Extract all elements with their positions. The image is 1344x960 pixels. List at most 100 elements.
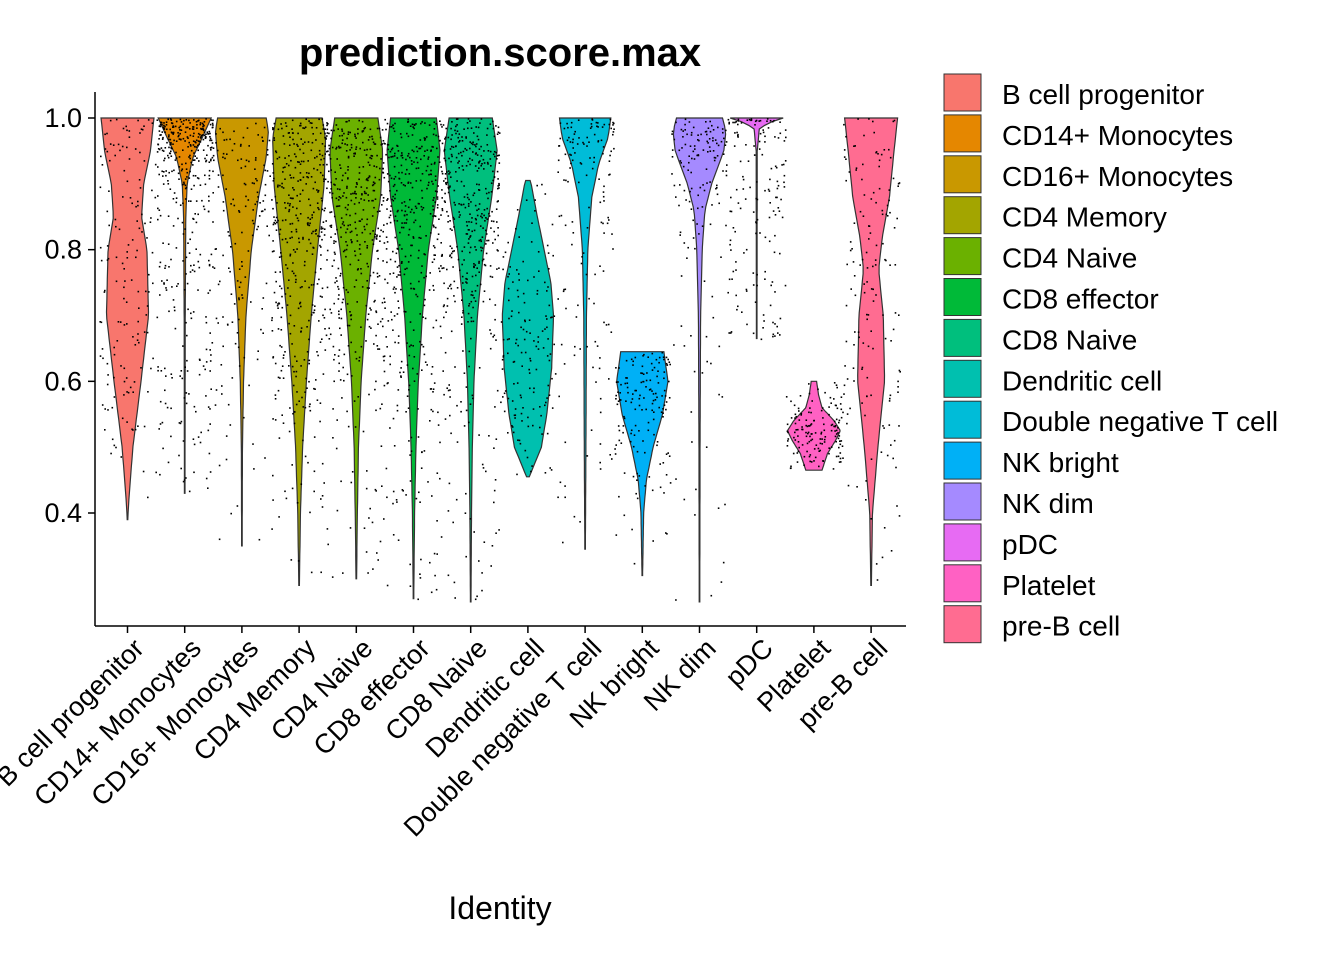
cell-point	[295, 403, 298, 406]
cell-point	[397, 335, 400, 337]
cell-point	[378, 275, 381, 277]
cell-point	[783, 181, 785, 184]
cell-point	[222, 254, 224, 257]
cell-point	[571, 159, 574, 162]
cell-point	[197, 136, 200, 138]
cell-point	[478, 560, 480, 562]
cell-point	[341, 397, 343, 399]
cell-point	[493, 230, 495, 233]
cell-point	[833, 425, 835, 428]
cell-point	[469, 141, 471, 143]
cell-point	[756, 181, 758, 183]
cell-point	[450, 138, 452, 141]
cell-point	[861, 402, 863, 404]
cell-point	[550, 316, 552, 319]
cell-point	[210, 146, 213, 149]
cell-point	[893, 227, 896, 229]
cell-point	[660, 411, 663, 413]
cell-point	[289, 223, 292, 225]
cell-point	[724, 144, 727, 146]
cell-point	[444, 138, 446, 140]
cell-point	[603, 185, 605, 188]
cell-point	[210, 119, 213, 121]
cell-point	[476, 183, 478, 186]
cell-point	[159, 400, 162, 403]
cell-point	[772, 120, 774, 123]
cell-point	[564, 496, 566, 499]
cell-point	[306, 326, 308, 328]
cell-point	[440, 242, 442, 244]
cell-point	[597, 126, 599, 128]
cell-point	[217, 283, 220, 286]
violin-body-double-negative-t-cell	[558, 117, 612, 550]
cell-point	[349, 224, 351, 226]
cell-point	[403, 310, 405, 313]
cell-point	[306, 351, 309, 353]
cell-point	[434, 179, 437, 181]
cell-point	[193, 132, 195, 135]
cell-point	[501, 368, 504, 370]
cell-point	[362, 130, 365, 132]
cell-point	[426, 165, 429, 168]
cell-point	[210, 139, 213, 142]
cell-point	[411, 244, 413, 247]
cell-point	[242, 136, 245, 139]
cell-point	[852, 367, 855, 369]
cell-point	[701, 225, 704, 227]
cell-point	[539, 406, 541, 408]
cell-point	[415, 157, 418, 159]
cell-point	[644, 485, 646, 487]
cell-point	[784, 129, 787, 131]
cell-point	[333, 129, 335, 132]
cell-point	[205, 133, 207, 135]
cell-point	[762, 314, 765, 316]
cell-point	[436, 147, 438, 150]
cell-point	[494, 304, 497, 306]
cell-point	[158, 125, 161, 127]
cell-point	[141, 128, 144, 131]
cell-point	[590, 125, 593, 128]
cell-point	[372, 141, 375, 144]
cell-point	[469, 235, 472, 237]
cell-point	[755, 221, 757, 223]
cell-point	[476, 170, 479, 172]
cell-point	[426, 149, 429, 151]
cell-point	[225, 435, 228, 437]
cell-point	[520, 412, 523, 415]
cell-point	[285, 125, 288, 127]
cell-point	[326, 259, 328, 261]
cell-point	[724, 503, 726, 506]
cell-point	[101, 348, 104, 350]
cell-point	[377, 348, 379, 350]
cell-point	[449, 254, 452, 256]
cell-point	[288, 210, 290, 213]
cell-point	[185, 119, 188, 121]
cell-point	[275, 229, 278, 231]
cell-point	[284, 166, 286, 168]
cell-point	[641, 372, 644, 375]
cell-point	[350, 239, 352, 241]
cell-point	[562, 541, 564, 544]
legend-item-double-negative-t-cell: Double negative T cell	[943, 400, 1278, 439]
cell-point	[437, 233, 440, 235]
cell-point	[470, 337, 472, 340]
cell-point	[437, 156, 439, 158]
cell-point	[393, 178, 395, 180]
cell-point	[274, 195, 277, 198]
cell-point	[742, 188, 745, 190]
cell-point	[415, 146, 418, 148]
cell-point	[313, 211, 315, 214]
cell-point	[849, 407, 851, 410]
cell-point	[430, 149, 432, 152]
cell-point	[291, 487, 294, 490]
cell-point	[315, 229, 317, 231]
cell-point	[769, 178, 771, 181]
cell-point	[216, 149, 219, 152]
cell-point	[823, 438, 826, 441]
cell-point	[372, 189, 375, 192]
cell-point	[299, 301, 302, 304]
cell-point	[497, 234, 499, 237]
cell-point	[852, 261, 855, 263]
cell-point	[288, 208, 291, 211]
cell-point	[893, 439, 896, 442]
